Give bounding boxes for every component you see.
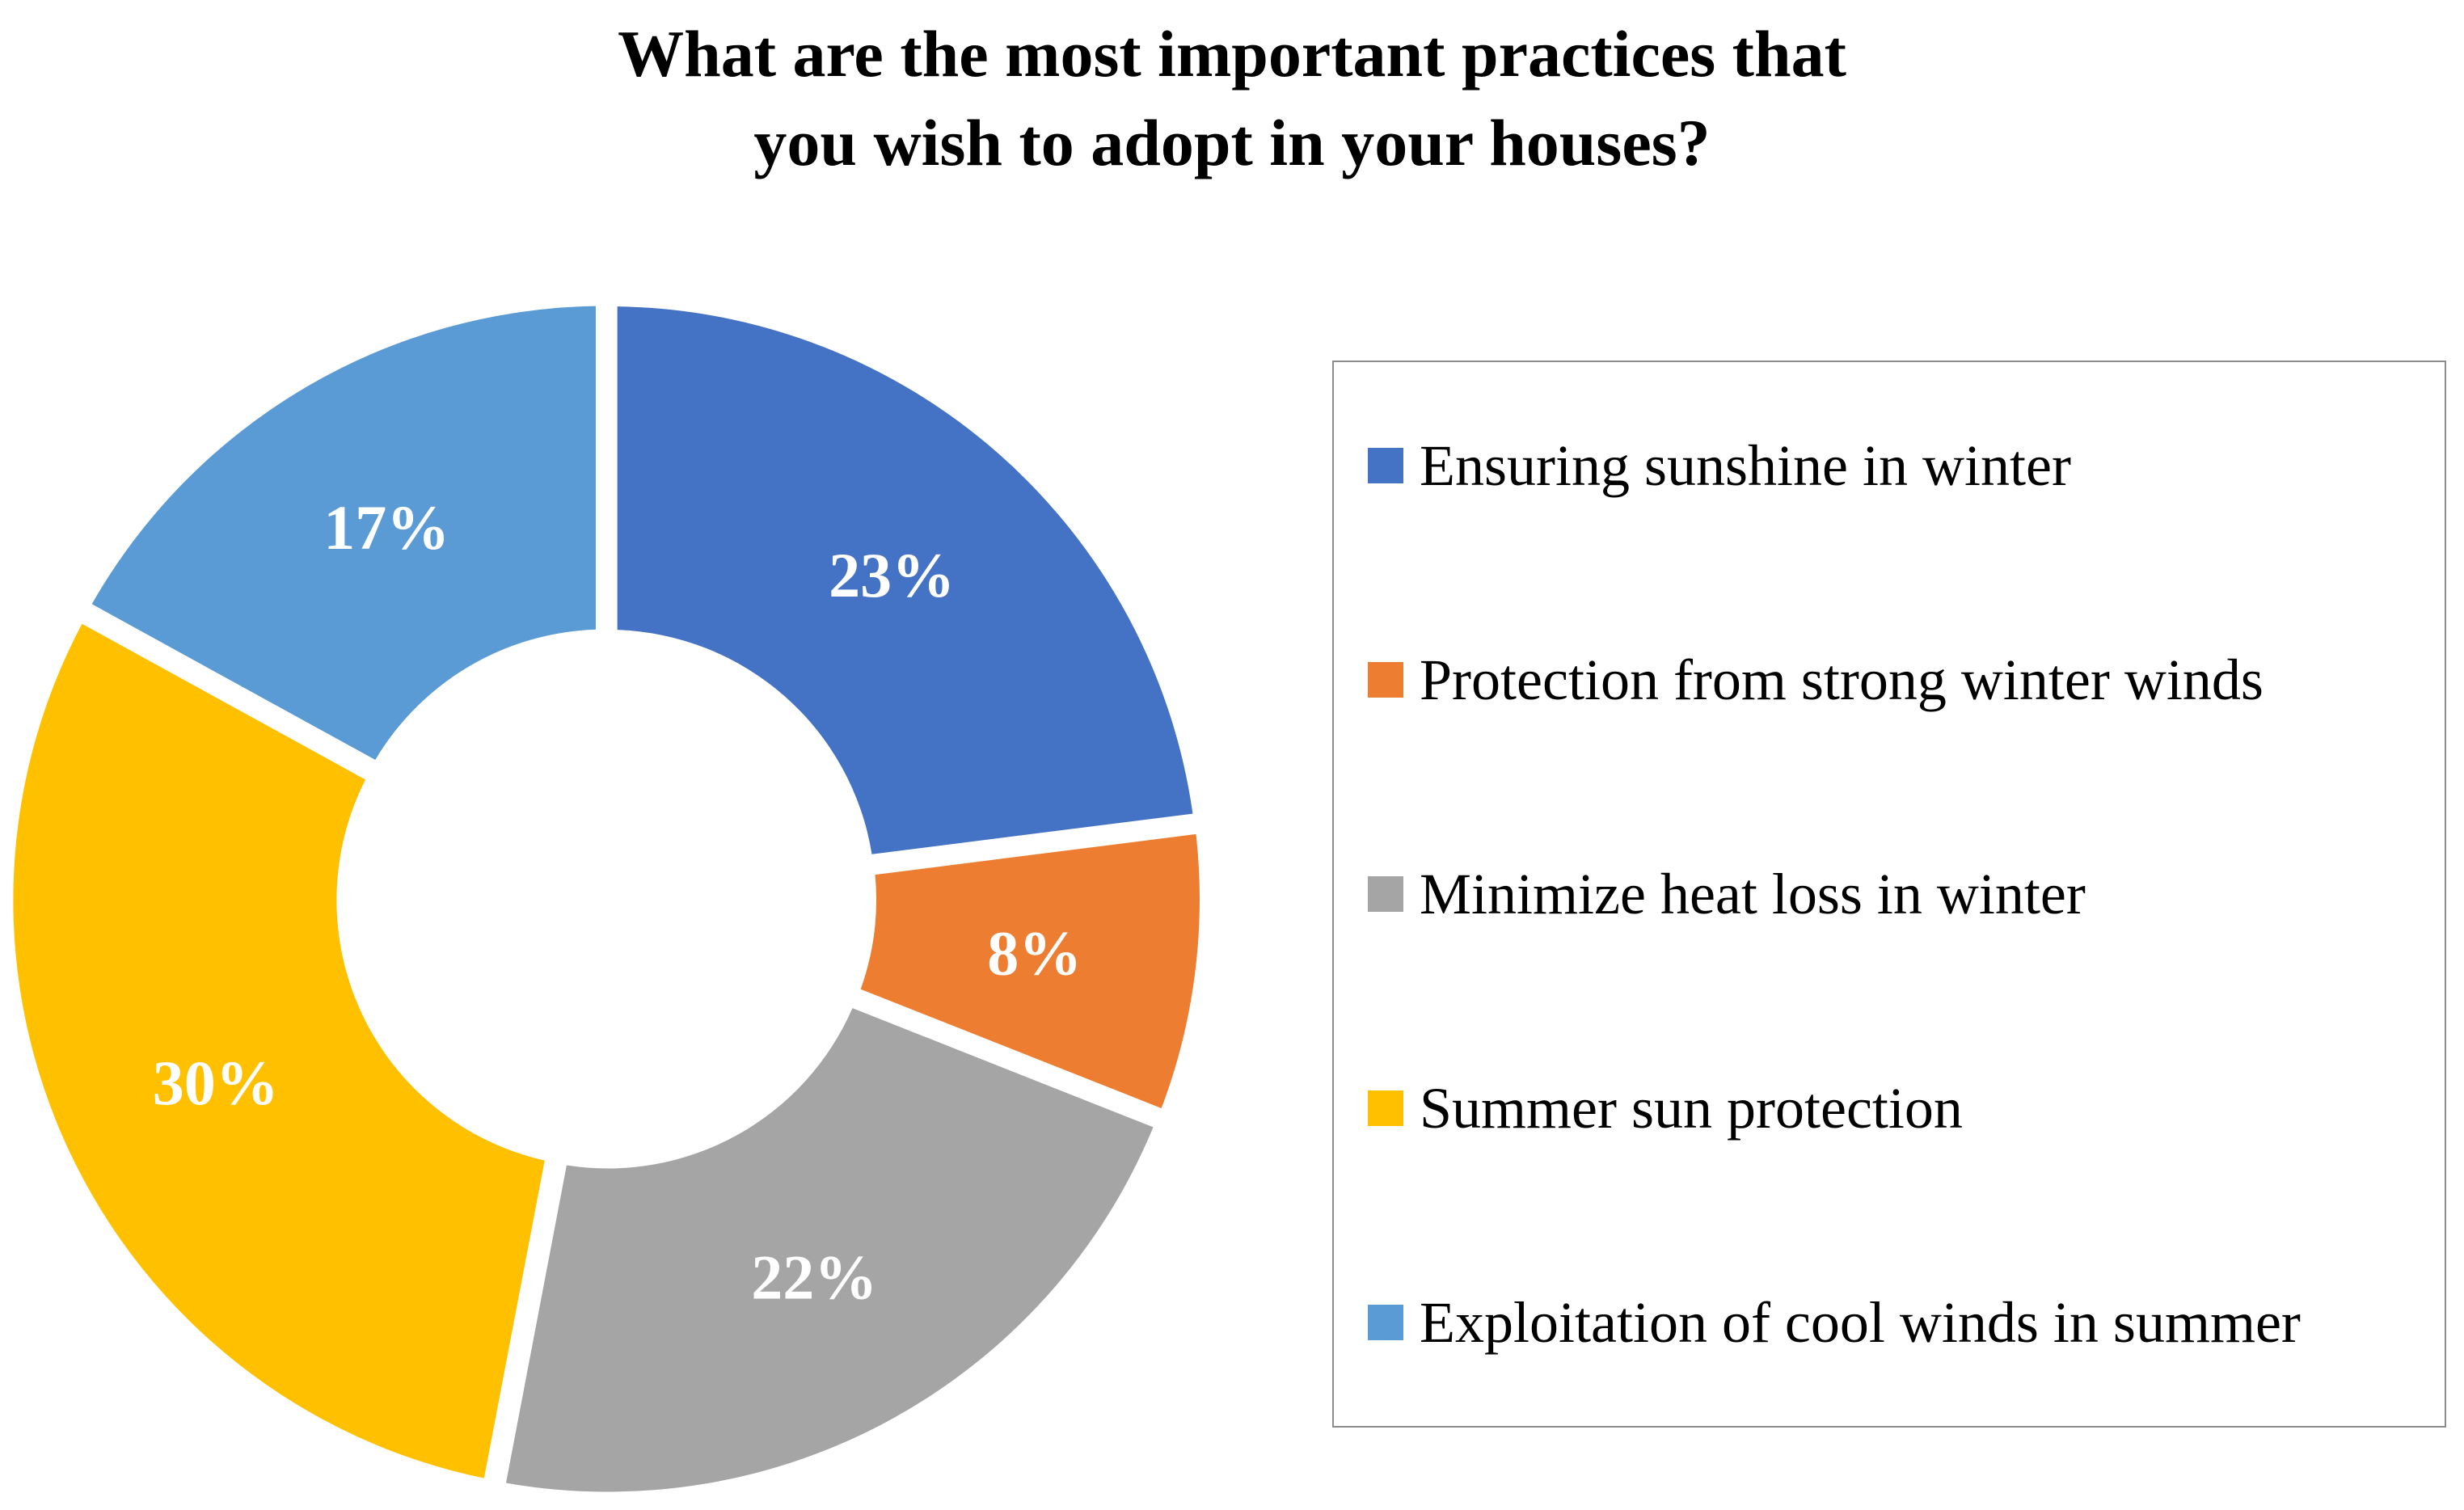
- legend-label-2: Protection from strong winter winds: [1420, 647, 2264, 712]
- legend-label-3: Minimize heat loss in winter: [1420, 861, 2086, 926]
- donut-slice-5: [91, 306, 596, 761]
- slice-data-label-3: 22%: [751, 1242, 877, 1312]
- legend-swatch-1: [1368, 448, 1403, 483]
- slice-data-label-4: 30%: [153, 1048, 279, 1118]
- legend-swatch-2: [1368, 662, 1403, 698]
- slice-data-label-2: 8%: [987, 917, 1082, 988]
- slice-data-label-1: 23%: [829, 540, 955, 610]
- legend-swatch-5: [1368, 1305, 1403, 1340]
- legend: Ensuring sunshine in winter Protection fr…: [1332, 361, 2446, 1428]
- legend-label-5: Exploitation of cool winds in summer: [1420, 1289, 2301, 1355]
- legend-item-5: Exploitation of cool winds in summer: [1368, 1282, 2301, 1363]
- slice-data-label-5: 17%: [323, 492, 449, 563]
- slices-group: [13, 306, 1200, 1492]
- donut-slice-4: [13, 623, 545, 1478]
- legend-swatch-4: [1368, 1090, 1403, 1126]
- legend-label-1: Ensuring sunshine in winter: [1420, 432, 2071, 498]
- legend-item-4: Summer sun protection: [1368, 1068, 1963, 1149]
- legend-label-4: Summer sun protection: [1420, 1075, 1963, 1141]
- donut-slice-3: [505, 1008, 1154, 1492]
- legend-item-3: Minimize heat loss in winter: [1368, 854, 2086, 934]
- donut-slice-1: [617, 306, 1193, 854]
- labels-group: 23% 8% 22% 30% 17%: [153, 492, 1082, 1313]
- legend-item-2: Protection from strong winter winds: [1368, 639, 2264, 720]
- legend-item-1: Ensuring sunshine in winter: [1368, 425, 2071, 506]
- donut-slice-2: [860, 833, 1200, 1108]
- legend-swatch-3: [1368, 876, 1403, 912]
